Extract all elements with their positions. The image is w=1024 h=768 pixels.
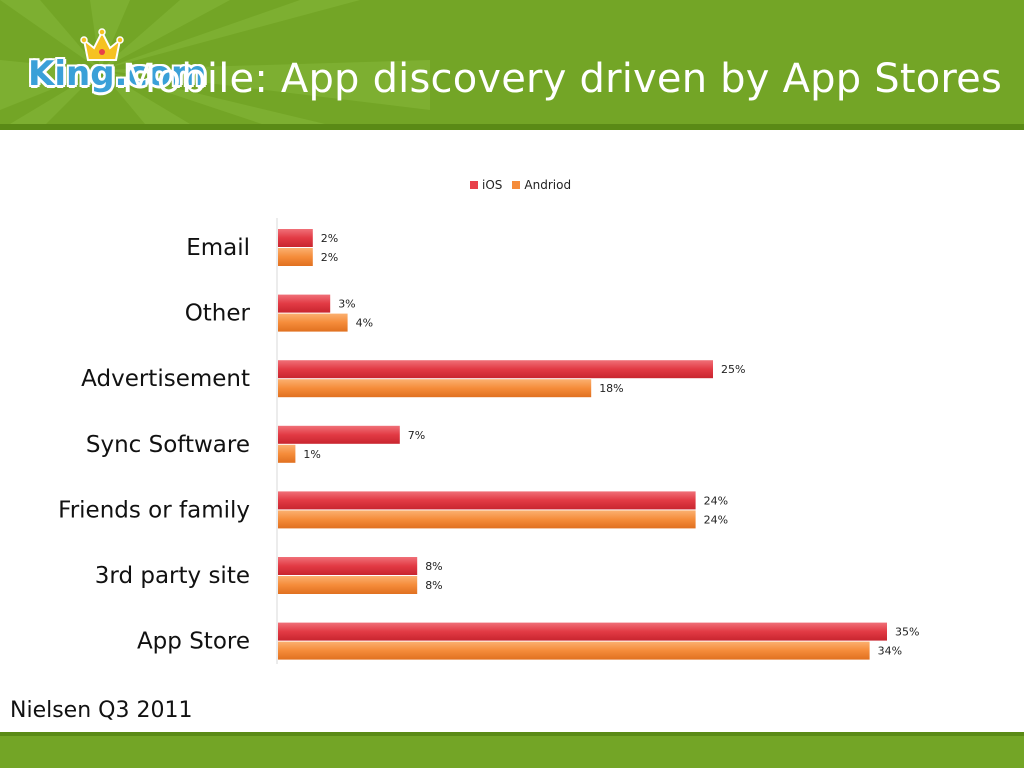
bar-ios-email xyxy=(278,229,313,247)
crown-icon xyxy=(80,28,124,61)
bar-ios-advertisement xyxy=(278,360,713,379)
category-label-advertisement: Advertisement xyxy=(81,366,250,392)
footer-top-strip xyxy=(0,732,1024,736)
category-label-friends-or-family: Friends or family xyxy=(58,497,250,523)
bar-android-friends-or-family xyxy=(278,510,696,529)
value-label-android-email: 2% xyxy=(321,251,338,264)
value-label-android-advertisement: 18% xyxy=(599,382,623,395)
legend-item-ios: iOS xyxy=(470,178,502,192)
bar-android-3rd-party-site xyxy=(278,576,418,594)
bar-android-email xyxy=(278,248,313,266)
bar-android-sync-software xyxy=(278,444,296,463)
source-note: Nielsen Q3 2011 xyxy=(10,698,193,723)
bar-android-advertisement xyxy=(278,379,592,398)
value-label-android-3rd-party-site: 8% xyxy=(425,579,442,592)
value-label-ios-other: 3% xyxy=(338,298,355,311)
page-title: Mobile: App discovery driven by App Stor… xyxy=(121,56,1002,102)
category-label-app-store: App Store xyxy=(137,629,250,655)
logo-text: King.com xyxy=(28,54,207,94)
category-label-3rd-party-site: 3rd party site xyxy=(95,563,250,589)
value-label-android-sync-software: 1% xyxy=(303,448,320,461)
value-label-android-friends-or-family: 24% xyxy=(704,513,728,526)
value-label-ios-sync-software: 7% xyxy=(408,429,425,442)
value-label-ios-advertisement: 25% xyxy=(721,363,745,376)
legend-item-android: Andriod xyxy=(512,178,571,192)
category-label-sync-software: Sync Software xyxy=(86,432,250,458)
legend-swatch-android xyxy=(512,181,521,189)
footer-bar xyxy=(0,732,1024,768)
bar-ios-3rd-party-site xyxy=(278,557,418,575)
bar-android-other xyxy=(278,313,348,332)
king-logo: King.com xyxy=(22,28,206,108)
bar-ios-other xyxy=(278,294,331,313)
bar-chart: Email 2% 2% Other 3%4% Advertisement 25% 18% Syn… xyxy=(58,218,919,664)
category-label-other: Other xyxy=(185,301,251,327)
category-label-email: Email xyxy=(186,235,250,261)
value-label-android-app-store: 34% xyxy=(878,645,902,658)
chart-legend: iOS Andriod xyxy=(470,178,571,192)
legend-label-ios: iOS xyxy=(482,178,503,192)
header-bottom-strip xyxy=(0,124,1024,130)
value-label-ios-friends-or-family: 24% xyxy=(704,494,728,507)
header-bar: King.com Mobile: App discovery driven by… xyxy=(0,0,1024,130)
value-label-ios-3rd-party-site: 8% xyxy=(425,560,442,573)
bar-android-app-store xyxy=(278,641,870,660)
bar-ios-friends-or-family xyxy=(278,491,696,510)
bar-ios-app-store xyxy=(278,622,887,641)
bar-ios-sync-software xyxy=(278,425,400,444)
legend-label-android: Andriod xyxy=(524,178,572,192)
value-label-ios-email: 2% xyxy=(321,232,338,245)
legend-swatch-ios xyxy=(470,181,478,189)
value-label-android-other: 4% xyxy=(356,317,373,330)
value-label-ios-app-store: 35% xyxy=(895,626,919,639)
